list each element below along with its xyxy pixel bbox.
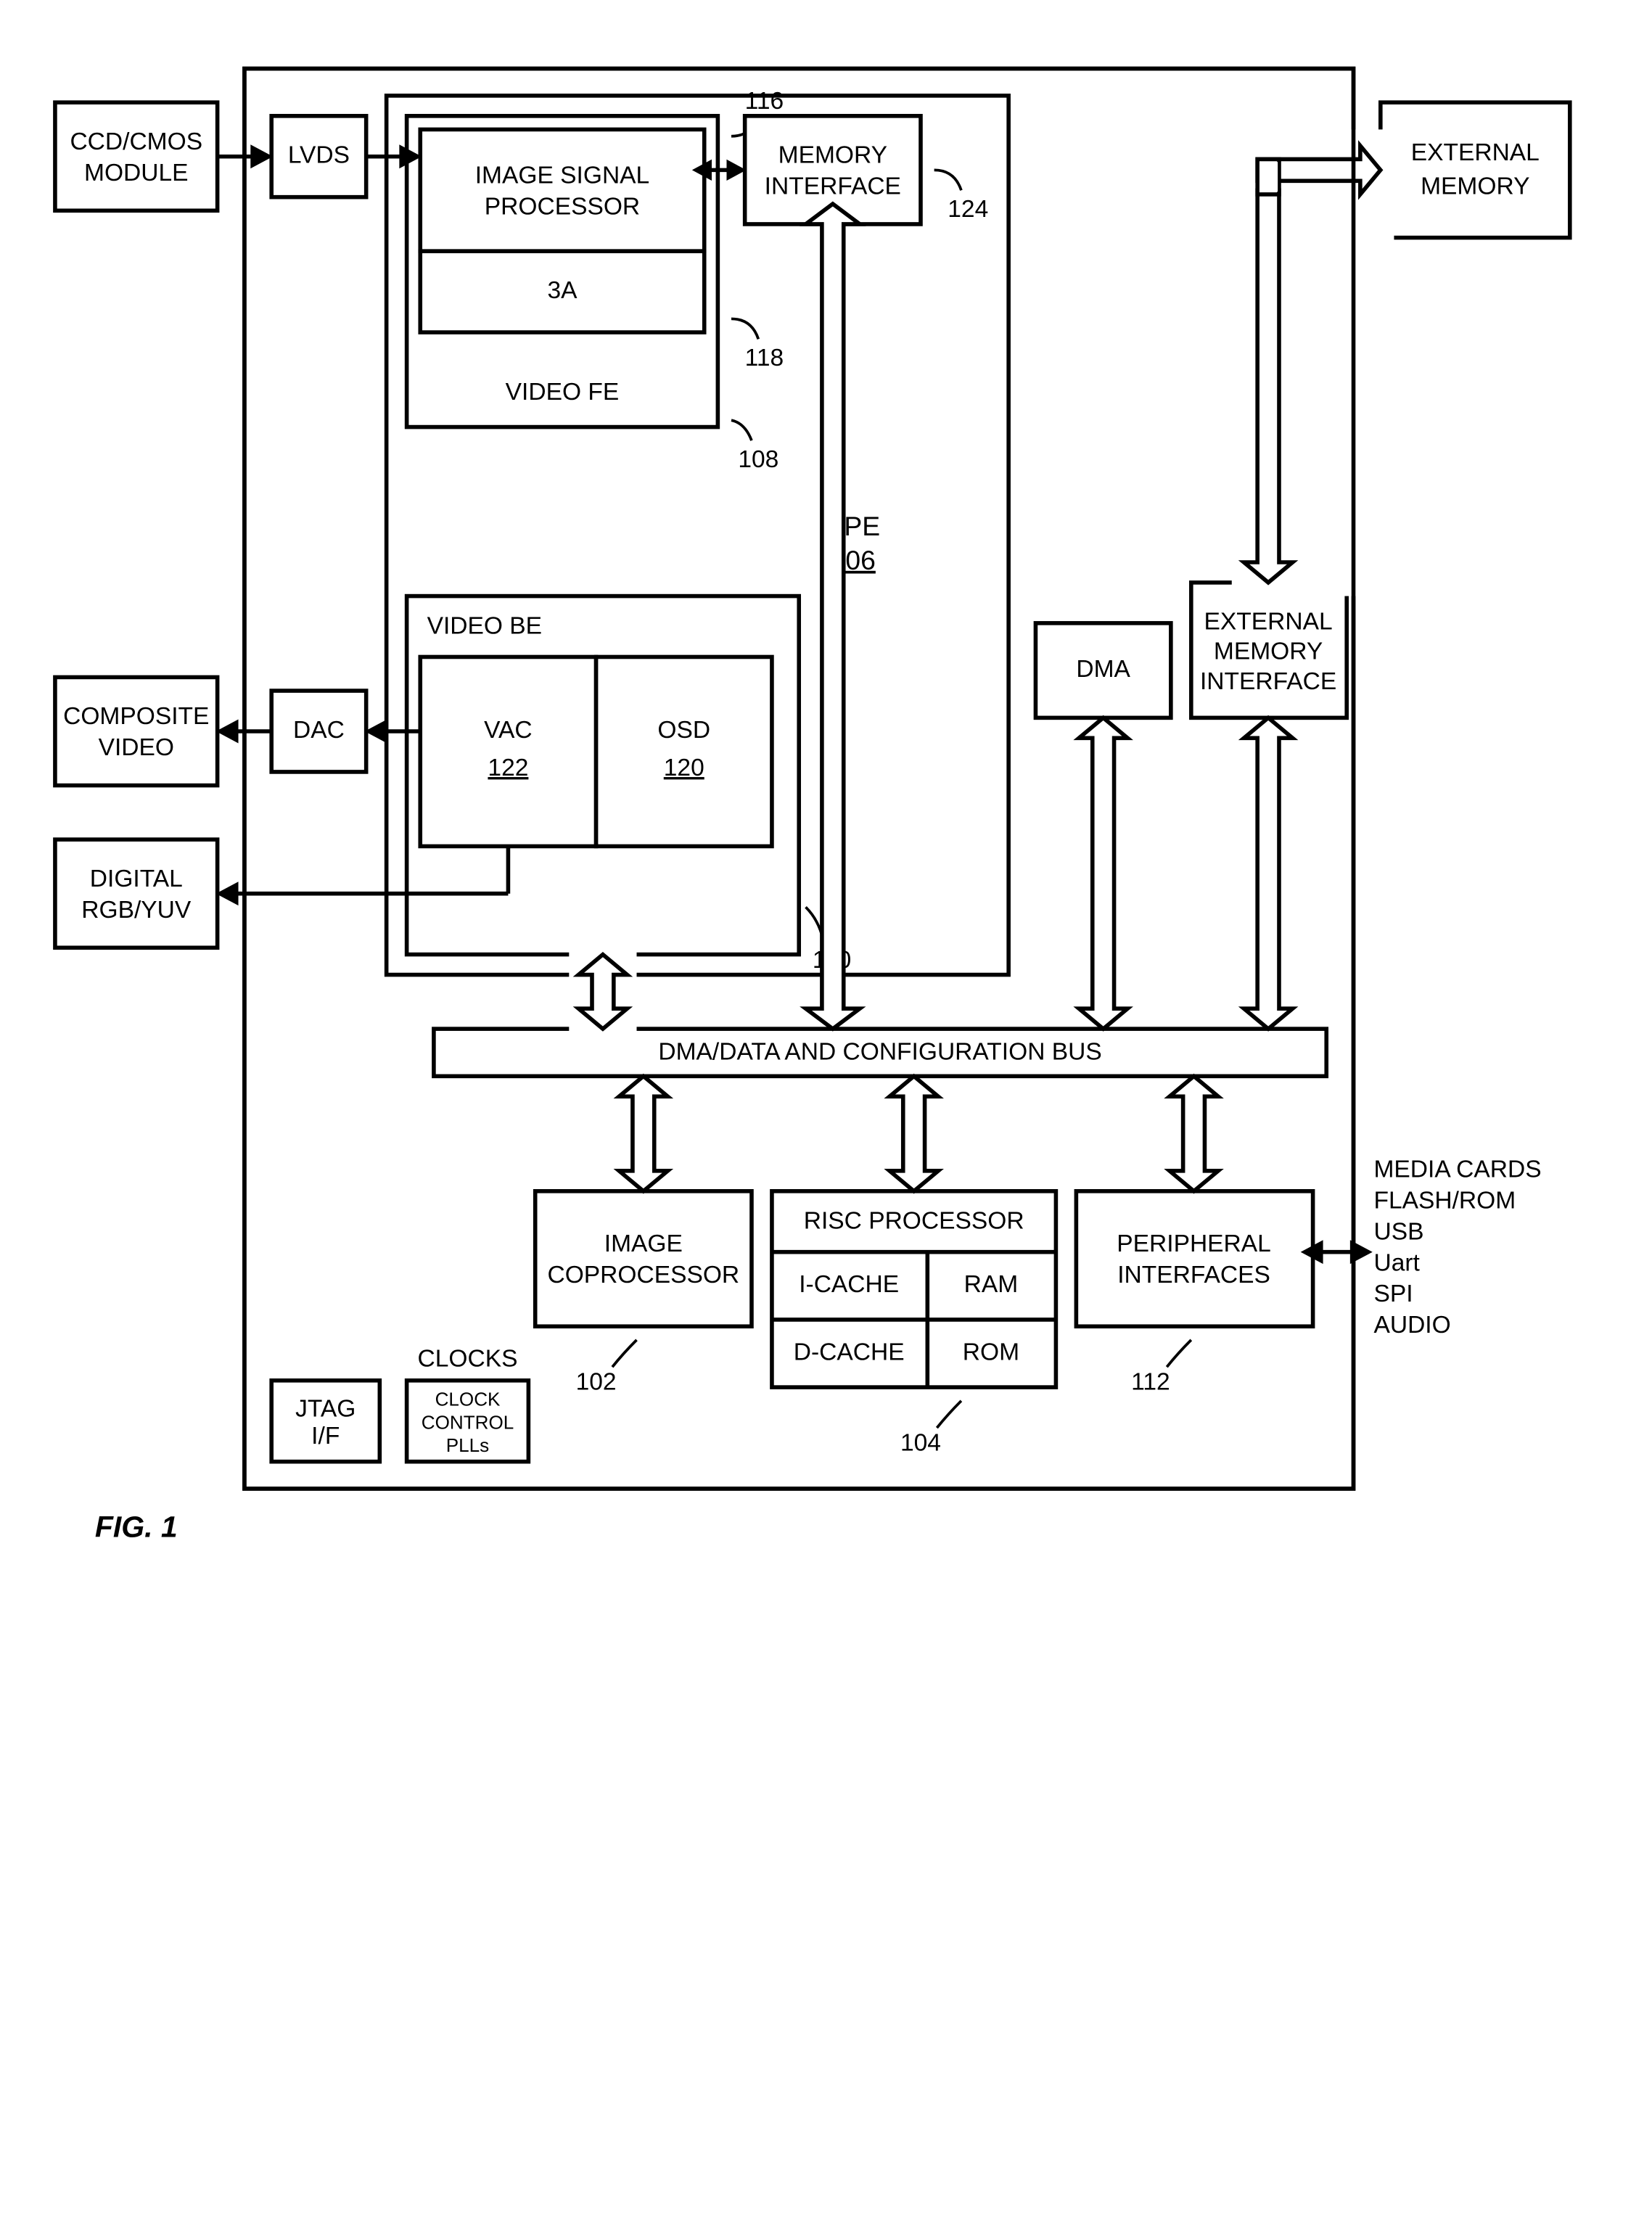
imgcop-line1: IMAGE bbox=[604, 1230, 683, 1257]
compvid-line1: COMPOSITE bbox=[63, 703, 209, 730]
periph-item-0: MEDIA CARDS bbox=[1373, 1156, 1541, 1183]
extmem-line1: EXTERNAL bbox=[1411, 139, 1540, 166]
isp-line2: PROCESSOR bbox=[485, 193, 640, 220]
periph-item-2: USB bbox=[1373, 1218, 1423, 1245]
digrgb-line1: DIGITAL bbox=[90, 866, 183, 892]
periph-item-1: FLASH/ROM bbox=[1373, 1188, 1516, 1214]
digital-rgb-yuv bbox=[55, 839, 218, 948]
ram-label: RAM bbox=[964, 1271, 1019, 1298]
videobe-label: VIDEO BE bbox=[427, 612, 542, 639]
ref-118: 118 bbox=[745, 345, 784, 371]
isp-line1: IMAGE SIGNAL bbox=[475, 163, 649, 189]
extmemif-line3: INTERFACE bbox=[1200, 668, 1336, 695]
ref-102: 102 bbox=[576, 1368, 617, 1395]
memif-line1: MEMORY bbox=[778, 142, 887, 169]
icache-label: I-CACHE bbox=[799, 1271, 899, 1298]
rom-label: ROM bbox=[963, 1339, 1019, 1365]
vac-ref: 122 bbox=[488, 755, 528, 781]
clock-line1: CLOCK bbox=[435, 1389, 501, 1410]
ref-108: 108 bbox=[738, 446, 778, 473]
block-diagram: CCD/CMOS MODULE EXTERNAL MEMORY COMPOSIT… bbox=[15, 15, 1637, 1570]
image-signal-processor bbox=[420, 129, 704, 251]
digrgb-line2: RGB/YUV bbox=[81, 897, 192, 924]
periph-item-5: AUDIO bbox=[1373, 1312, 1450, 1339]
ref-116: 116 bbox=[745, 88, 784, 115]
compvid-line2: VIDEO bbox=[99, 734, 174, 761]
ccd-line1: CCD/CMOS bbox=[70, 128, 202, 155]
extmem-line2: MEMORY bbox=[1421, 173, 1529, 200]
ccd-line2: MODULE bbox=[84, 160, 189, 186]
clock-line2: CONTROL bbox=[422, 1411, 514, 1433]
image-coprocessor bbox=[535, 1191, 752, 1326]
composite-video bbox=[55, 677, 218, 785]
risc-top-label: RISC PROCESSOR bbox=[804, 1208, 1024, 1235]
peripheral-interfaces bbox=[1076, 1191, 1312, 1326]
vac-block bbox=[420, 657, 596, 846]
periph-line1: PERIPHERAL bbox=[1117, 1230, 1271, 1257]
dac-label: DAC bbox=[293, 717, 345, 744]
vac-label: VAC bbox=[484, 717, 533, 744]
external-memory bbox=[1381, 102, 1570, 237]
ref-124: 124 bbox=[948, 196, 988, 223]
periph-item-4: SPI bbox=[1373, 1281, 1413, 1307]
figure-label: FIG. 1 bbox=[95, 1510, 178, 1544]
jtag-line1: JTAG bbox=[295, 1396, 356, 1423]
lvds-label: LVDS bbox=[288, 142, 350, 169]
ref-112: 112 bbox=[1131, 1368, 1170, 1395]
periph-item-3: Uart bbox=[1373, 1249, 1420, 1276]
clock-line3: PLLs bbox=[446, 1434, 489, 1456]
imgcop-line2: COPROCESSOR bbox=[547, 1262, 739, 1288]
dma-label: DMA bbox=[1076, 656, 1130, 683]
osd-label: OSD bbox=[657, 717, 710, 744]
osd-block bbox=[596, 657, 772, 846]
jtag-line2: I/F bbox=[311, 1423, 340, 1450]
memif-line2: INTERFACE bbox=[765, 173, 901, 200]
ref-104: 104 bbox=[900, 1429, 941, 1456]
periph-line2: INTERFACES bbox=[1117, 1262, 1270, 1288]
videofe-label: VIDEO FE bbox=[506, 379, 620, 406]
ccd-cmos-module bbox=[55, 102, 218, 210]
three-a-label: 3A bbox=[547, 277, 578, 304]
extmemif-line1: EXTERNAL bbox=[1204, 609, 1333, 636]
bus-label: DMA/DATA AND CONFIGURATION BUS bbox=[658, 1039, 1101, 1066]
extmemif-line2: MEMORY bbox=[1214, 638, 1323, 665]
clocks-ext-label: CLOCKS bbox=[418, 1346, 518, 1373]
osd-ref: 120 bbox=[664, 755, 704, 781]
dcache-label: D-CACHE bbox=[794, 1339, 905, 1365]
